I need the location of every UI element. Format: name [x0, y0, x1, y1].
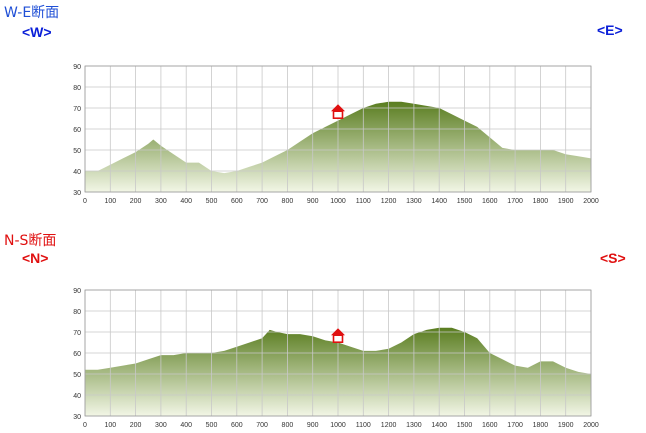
ns-x-tick-label: 1800: [533, 422, 549, 429]
ns-y-tick-label: 90: [73, 288, 81, 295]
we-x-tick-label: 1700: [507, 198, 523, 205]
ns-x-tick-label: 500: [206, 422, 218, 429]
house-icon: [331, 104, 345, 120]
we-x-tick-label: 0: [83, 198, 87, 205]
ns-plot-border: [84, 289, 592, 417]
we-y-tick-label: 40: [73, 169, 81, 176]
west-direction-label: <W>: [22, 24, 52, 40]
ns-y-tick-label: 40: [73, 393, 81, 400]
we-x-tick-label: 1300: [406, 198, 422, 205]
we-x-tick-label: 1200: [381, 198, 397, 205]
we-x-tick-label: 1000: [330, 198, 346, 205]
ns-y-tick-label: 30: [73, 414, 81, 421]
we-x-tick-label: 900: [307, 198, 319, 205]
we-x-tick-label: 500: [206, 198, 218, 205]
ns-y-tick-label: 50: [73, 372, 81, 379]
we-x-tick-label: 1900: [558, 198, 574, 205]
south-direction-label: <S>: [600, 250, 626, 266]
ns-x-tick-label: 2000: [583, 422, 599, 429]
north-direction-label: <N>: [22, 250, 49, 266]
ns-y-tick-label: 70: [73, 330, 81, 337]
we-x-tick-label: 300: [155, 198, 167, 205]
we-x-tick-label: 700: [256, 198, 268, 205]
we-x-tick-label: 1100: [356, 198, 371, 205]
we-y-tick-label: 50: [73, 148, 81, 155]
we-x-tick-label: 1800: [533, 198, 549, 205]
we-x-tick-label: 2000: [583, 198, 599, 205]
ns-x-tick-label: 800: [282, 422, 294, 429]
ns-x-tick-label: 1300: [406, 422, 422, 429]
ns-x-tick-label: 900: [307, 422, 319, 429]
we-y-tick-label: 60: [73, 127, 81, 134]
east-direction-label: <E>: [597, 22, 623, 38]
we-y-tick-label: 70: [73, 106, 81, 113]
ns-x-tick-label: 0: [83, 422, 87, 429]
we-section-title: W-E断面: [4, 5, 60, 21]
ns-x-tick-label: 1900: [558, 422, 574, 429]
ns-x-tick-label: 1700: [507, 422, 523, 429]
we-y-tick-label: 80: [73, 85, 81, 92]
we-x-tick-label: 100: [104, 198, 116, 205]
ns-x-tick-label: 1400: [431, 422, 447, 429]
we-x-tick-label: 1500: [457, 198, 473, 205]
ns-x-tick-label: 400: [180, 422, 192, 429]
we-y-tick-label: 30: [73, 190, 81, 197]
ns-x-tick-label: 1000: [330, 422, 346, 429]
we-y-tick-label: 90: [73, 64, 81, 71]
ns-x-tick-label: 1500: [457, 422, 473, 429]
we-x-tick-label: 200: [130, 198, 142, 205]
ns-x-tick-label: 100: [104, 422, 116, 429]
house-icon: [331, 328, 345, 344]
we-plot-border: [84, 65, 592, 193]
we-x-tick-label: 1400: [431, 198, 447, 205]
ns-x-tick-label: 1600: [482, 422, 498, 429]
ns-x-tick-label: 1200: [381, 422, 397, 429]
we-x-tick-label: 1600: [482, 198, 498, 205]
ns-x-tick-label: 300: [155, 422, 167, 429]
we-x-tick-label: 800: [282, 198, 294, 205]
ns-section-title: N-S断面: [4, 233, 57, 249]
ns-x-tick-label: 1100: [356, 422, 371, 429]
ns-x-tick-label: 600: [231, 422, 243, 429]
ns-x-tick-label: 200: [130, 422, 142, 429]
ns-x-tick-label: 700: [256, 422, 268, 429]
we-x-tick-label: 600: [231, 198, 243, 205]
we-x-tick-label: 400: [180, 198, 192, 205]
ns-y-tick-label: 80: [73, 309, 81, 316]
ns-y-tick-label: 60: [73, 351, 81, 358]
